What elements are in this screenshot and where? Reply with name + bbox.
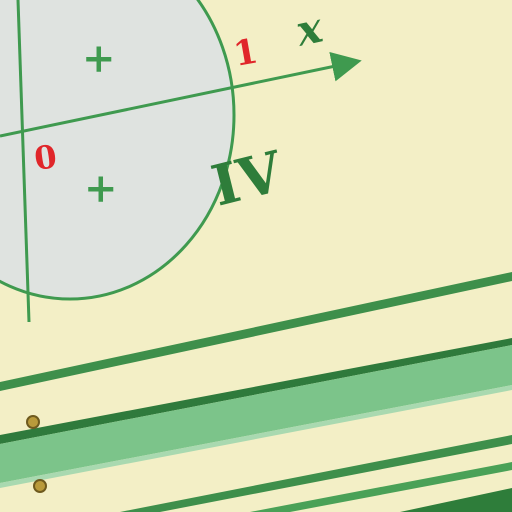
rail-bottom-strip [250, 462, 512, 512]
y-axis-line [16, 0, 31, 323]
rail-light-stripe [0, 345, 512, 483]
rail-bottom-dark [400, 488, 512, 512]
rail-dark-edge [0, 338, 512, 444]
rail-thin-lower [120, 435, 512, 512]
unit-circle [0, 0, 236, 301]
rail-light-edge [0, 385, 512, 488]
screw-upper [26, 415, 40, 429]
x-axis-line [0, 51, 362, 138]
screw-lower [33, 479, 47, 493]
sign-lower: + [84, 165, 118, 212]
origin-label: 0 [32, 137, 59, 178]
rail-thin-upper [0, 272, 512, 391]
sign-upper: + [82, 35, 116, 82]
